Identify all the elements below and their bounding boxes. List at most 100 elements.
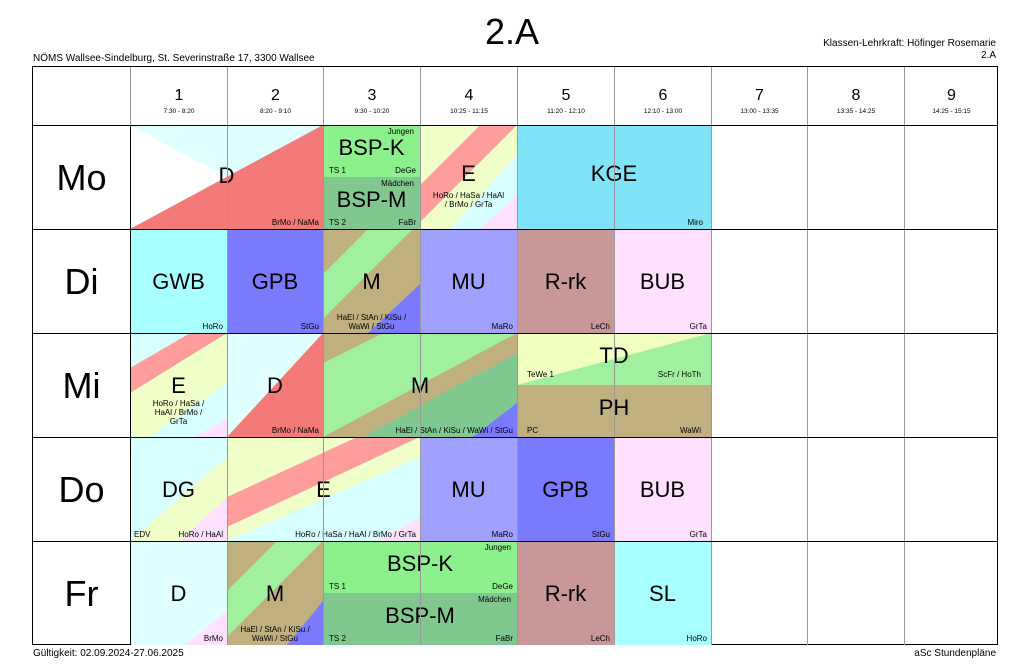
lesson-background: [227, 541, 323, 645]
lesson-teacher: HoRo / HaSa / HaAl / BrMo / GrTa: [432, 191, 505, 209]
period-header-2: 2 8:20 - 9:10: [227, 67, 323, 125]
day-label-mo: Mo: [33, 125, 130, 229]
period-number: 3: [367, 87, 377, 104]
period-time: 13:35 - 14:25: [836, 108, 876, 115]
lesson-teacher: MaRo: [491, 322, 513, 331]
lesson-teacher: LeCh: [590, 322, 610, 331]
lesson-subject: BSP-M: [336, 187, 407, 212]
class-teacher: Klassen-Lehrkraft: Höfinger Rosemarie 2.…: [823, 38, 996, 62]
lesson-teacher: DeGe: [395, 166, 416, 175]
lesson-teacher: HoRo: [686, 634, 707, 643]
day-label-fr: Fr: [33, 541, 130, 645]
period-number: 4: [464, 87, 474, 104]
lesson-subject: SL: [649, 581, 676, 606]
lesson-subject: GPB: [251, 269, 299, 294]
period-number: 7: [755, 87, 764, 104]
lesson-teacher: BrMo / NaMa: [271, 426, 319, 435]
period-header-6: 6 12:10 - 13:00: [614, 67, 711, 125]
grid-line: [807, 125, 808, 645]
lesson-di-m[interactable]: M HaEl / StAn / KiSu / WaWi / StGu: [323, 229, 420, 333]
lesson-subject: D: [267, 373, 283, 398]
lesson-mo-bsp-k[interactable]: Jungen BSP-K TS 1 DeGe: [323, 125, 420, 177]
lesson-do-bub[interactable]: BUB GrTa: [614, 437, 711, 541]
lesson-fr-sl[interactable]: SL HoRo: [614, 541, 711, 645]
period-header-8: 8 13:35 - 14:25: [807, 67, 904, 125]
grid-line: [420, 125, 421, 645]
lesson-di-gpb[interactable]: GPB StGu: [227, 229, 323, 333]
lesson-teacher: DeGe: [492, 582, 513, 591]
lesson-background: [227, 333, 323, 437]
lesson-room: EDV: [134, 530, 151, 539]
grid-line: [227, 125, 228, 645]
lesson-mo-e[interactable]: E HoRo / HaSa / HaAl / BrMo / GrTa: [420, 125, 517, 229]
validity-note: Gültigkeit: 02.09.2024-27.06.2025: [33, 648, 184, 659]
page-title: 2.A: [484, 11, 540, 52]
class-teacher-class: 2.A: [980, 50, 996, 61]
period-header-1: 1 7:30 - 8:20: [130, 67, 227, 125]
lesson-background: [130, 125, 323, 229]
lesson-teacher: BrMo: [203, 634, 223, 643]
lesson-room: TS 2: [329, 218, 346, 227]
lesson-do-gpb[interactable]: GPB StGu: [517, 437, 614, 541]
lesson-subject: GWB: [152, 269, 205, 294]
lesson-mi-e[interactable]: E HoRo / HaSa / HaAl / BrMo / GrTa: [130, 333, 227, 437]
period-time: 11:20 - 12:10: [547, 108, 585, 115]
period-number: 8: [851, 87, 861, 104]
lesson-do-dg[interactable]: DG EDV HoRo / HaAl: [130, 437, 227, 541]
lesson-di-mu[interactable]: MU MaRo: [420, 229, 517, 333]
lesson-mi-d[interactable]: D BrMo / NaMa: [227, 333, 323, 437]
lesson-subject: BUB: [639, 477, 686, 502]
lesson-teacher: StGu: [591, 530, 610, 539]
grid-line: [130, 437, 998, 438]
lesson-teacher: StGu: [300, 322, 319, 331]
lesson-fr-m[interactable]: M HaEl / StAn / KiSu / WaWi / StGu: [227, 541, 323, 645]
lesson-subject: MU: [451, 477, 486, 502]
lesson-subject: MU: [451, 269, 486, 294]
lesson-background: [130, 333, 227, 437]
school-address: NÖMS Wallsee-Sindelburg, St. Severinstra…: [33, 53, 315, 64]
lesson-teacher: GrTa: [689, 322, 707, 331]
lesson-subject: E: [461, 161, 476, 186]
period-time: 9:30 - 10:20: [354, 108, 390, 115]
lesson-subject: R-rk: [544, 581, 587, 606]
lesson-subject: GPB: [542, 477, 589, 502]
lesson-fr-r-rk[interactable]: R-rk LeCh: [517, 541, 614, 645]
lesson-di-r-rk[interactable]: R-rk LeCh: [517, 229, 614, 333]
grid-line: [130, 541, 998, 542]
grid-line: [517, 125, 518, 645]
brand-label: aSc Stundenpläne: [914, 648, 996, 659]
lesson-teacher: BrMo / NaMa: [271, 218, 319, 227]
lesson-subject: BSP-K: [338, 135, 405, 160]
lesson-di-gwb[interactable]: GWB HoRo: [130, 229, 227, 333]
lesson-background: [323, 229, 420, 333]
lesson-subject: D: [130, 163, 323, 189]
lesson-teacher: HaEl / StAn / KiSu / WaWi / StGu: [240, 625, 310, 643]
period-number: 2: [271, 87, 280, 104]
period-header-3: 3 9:30 - 10:20: [323, 67, 420, 125]
period-time: 10:25 - 11:15: [450, 108, 488, 115]
lesson-di-bub[interactable]: BUB GrTa: [614, 229, 711, 333]
lesson-teacher: LeCh: [590, 634, 610, 643]
period-number: 9: [947, 87, 956, 104]
lesson-fr-d[interactable]: D BrMo: [130, 541, 227, 645]
lesson-room: TS 1: [329, 166, 346, 175]
lesson-mo-bsp-m[interactable]: Mädchen BSP-M TS 2 FaBr: [323, 177, 420, 229]
period-header-5: 5 11:20 - 12:10: [517, 67, 614, 125]
day-label-di: Di: [33, 229, 130, 333]
lesson-subject: M: [362, 269, 381, 294]
lesson-do-mu[interactable]: MU MaRo: [420, 437, 517, 541]
period-number: 1: [174, 87, 184, 104]
lesson-teacher: HaEl / StAn / KiSu / WaWi / StGu: [395, 426, 513, 435]
lesson-group: Mädchen: [381, 179, 414, 188]
period-number: 5: [561, 87, 571, 104]
period-number: 6: [658, 87, 668, 104]
lesson-background: [130, 541, 227, 645]
grid-line: [130, 125, 131, 645]
lesson-subject: M: [410, 373, 430, 398]
lesson-teacher: HoRo / HaSa / HaAl / BrMo / GrTa: [295, 530, 416, 539]
period-header-9: 9 14:25 - 15:15: [904, 67, 998, 125]
lesson-mo-d[interactable]: D BrMo / NaMa: [130, 125, 323, 229]
lesson-group: Jungen: [484, 543, 511, 552]
period-time: 14:25 - 15:15: [932, 108, 971, 115]
grid-line: [130, 125, 998, 126]
